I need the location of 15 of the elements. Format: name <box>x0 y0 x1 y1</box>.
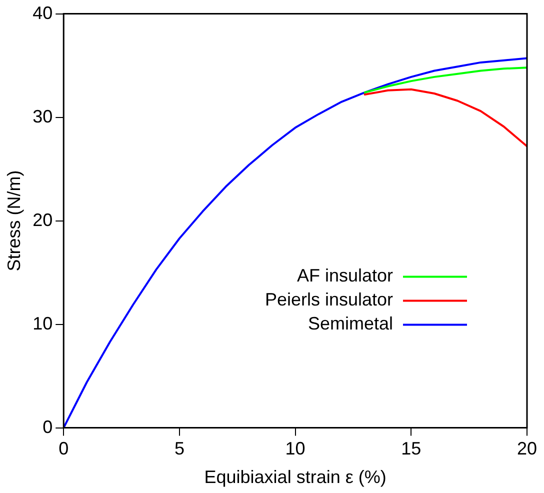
x-tick-label: 10 <box>285 438 306 459</box>
y-tick-label: 20 <box>32 210 53 230</box>
y-tick-label: 0 <box>42 416 53 437</box>
y-axis-title: Stress (N/m) <box>4 170 24 272</box>
x-axis-title: Equibiaxial strain ε (%) <box>204 467 386 488</box>
x-tick-label: 20 <box>516 438 538 459</box>
y-tick-label: 30 <box>32 106 53 126</box>
legend-label: AF insulator <box>296 266 393 286</box>
y-tick-label: 40 <box>32 2 53 23</box>
y-tick-label: 10 <box>32 313 53 334</box>
x-tick-label: 0 <box>58 438 69 459</box>
legend-label: Semimetal <box>308 314 393 334</box>
legend-label: Peierls insulator <box>264 290 393 310</box>
x-tick-label: 5 <box>174 438 184 459</box>
x-tick-label: 15 <box>401 438 422 459</box>
